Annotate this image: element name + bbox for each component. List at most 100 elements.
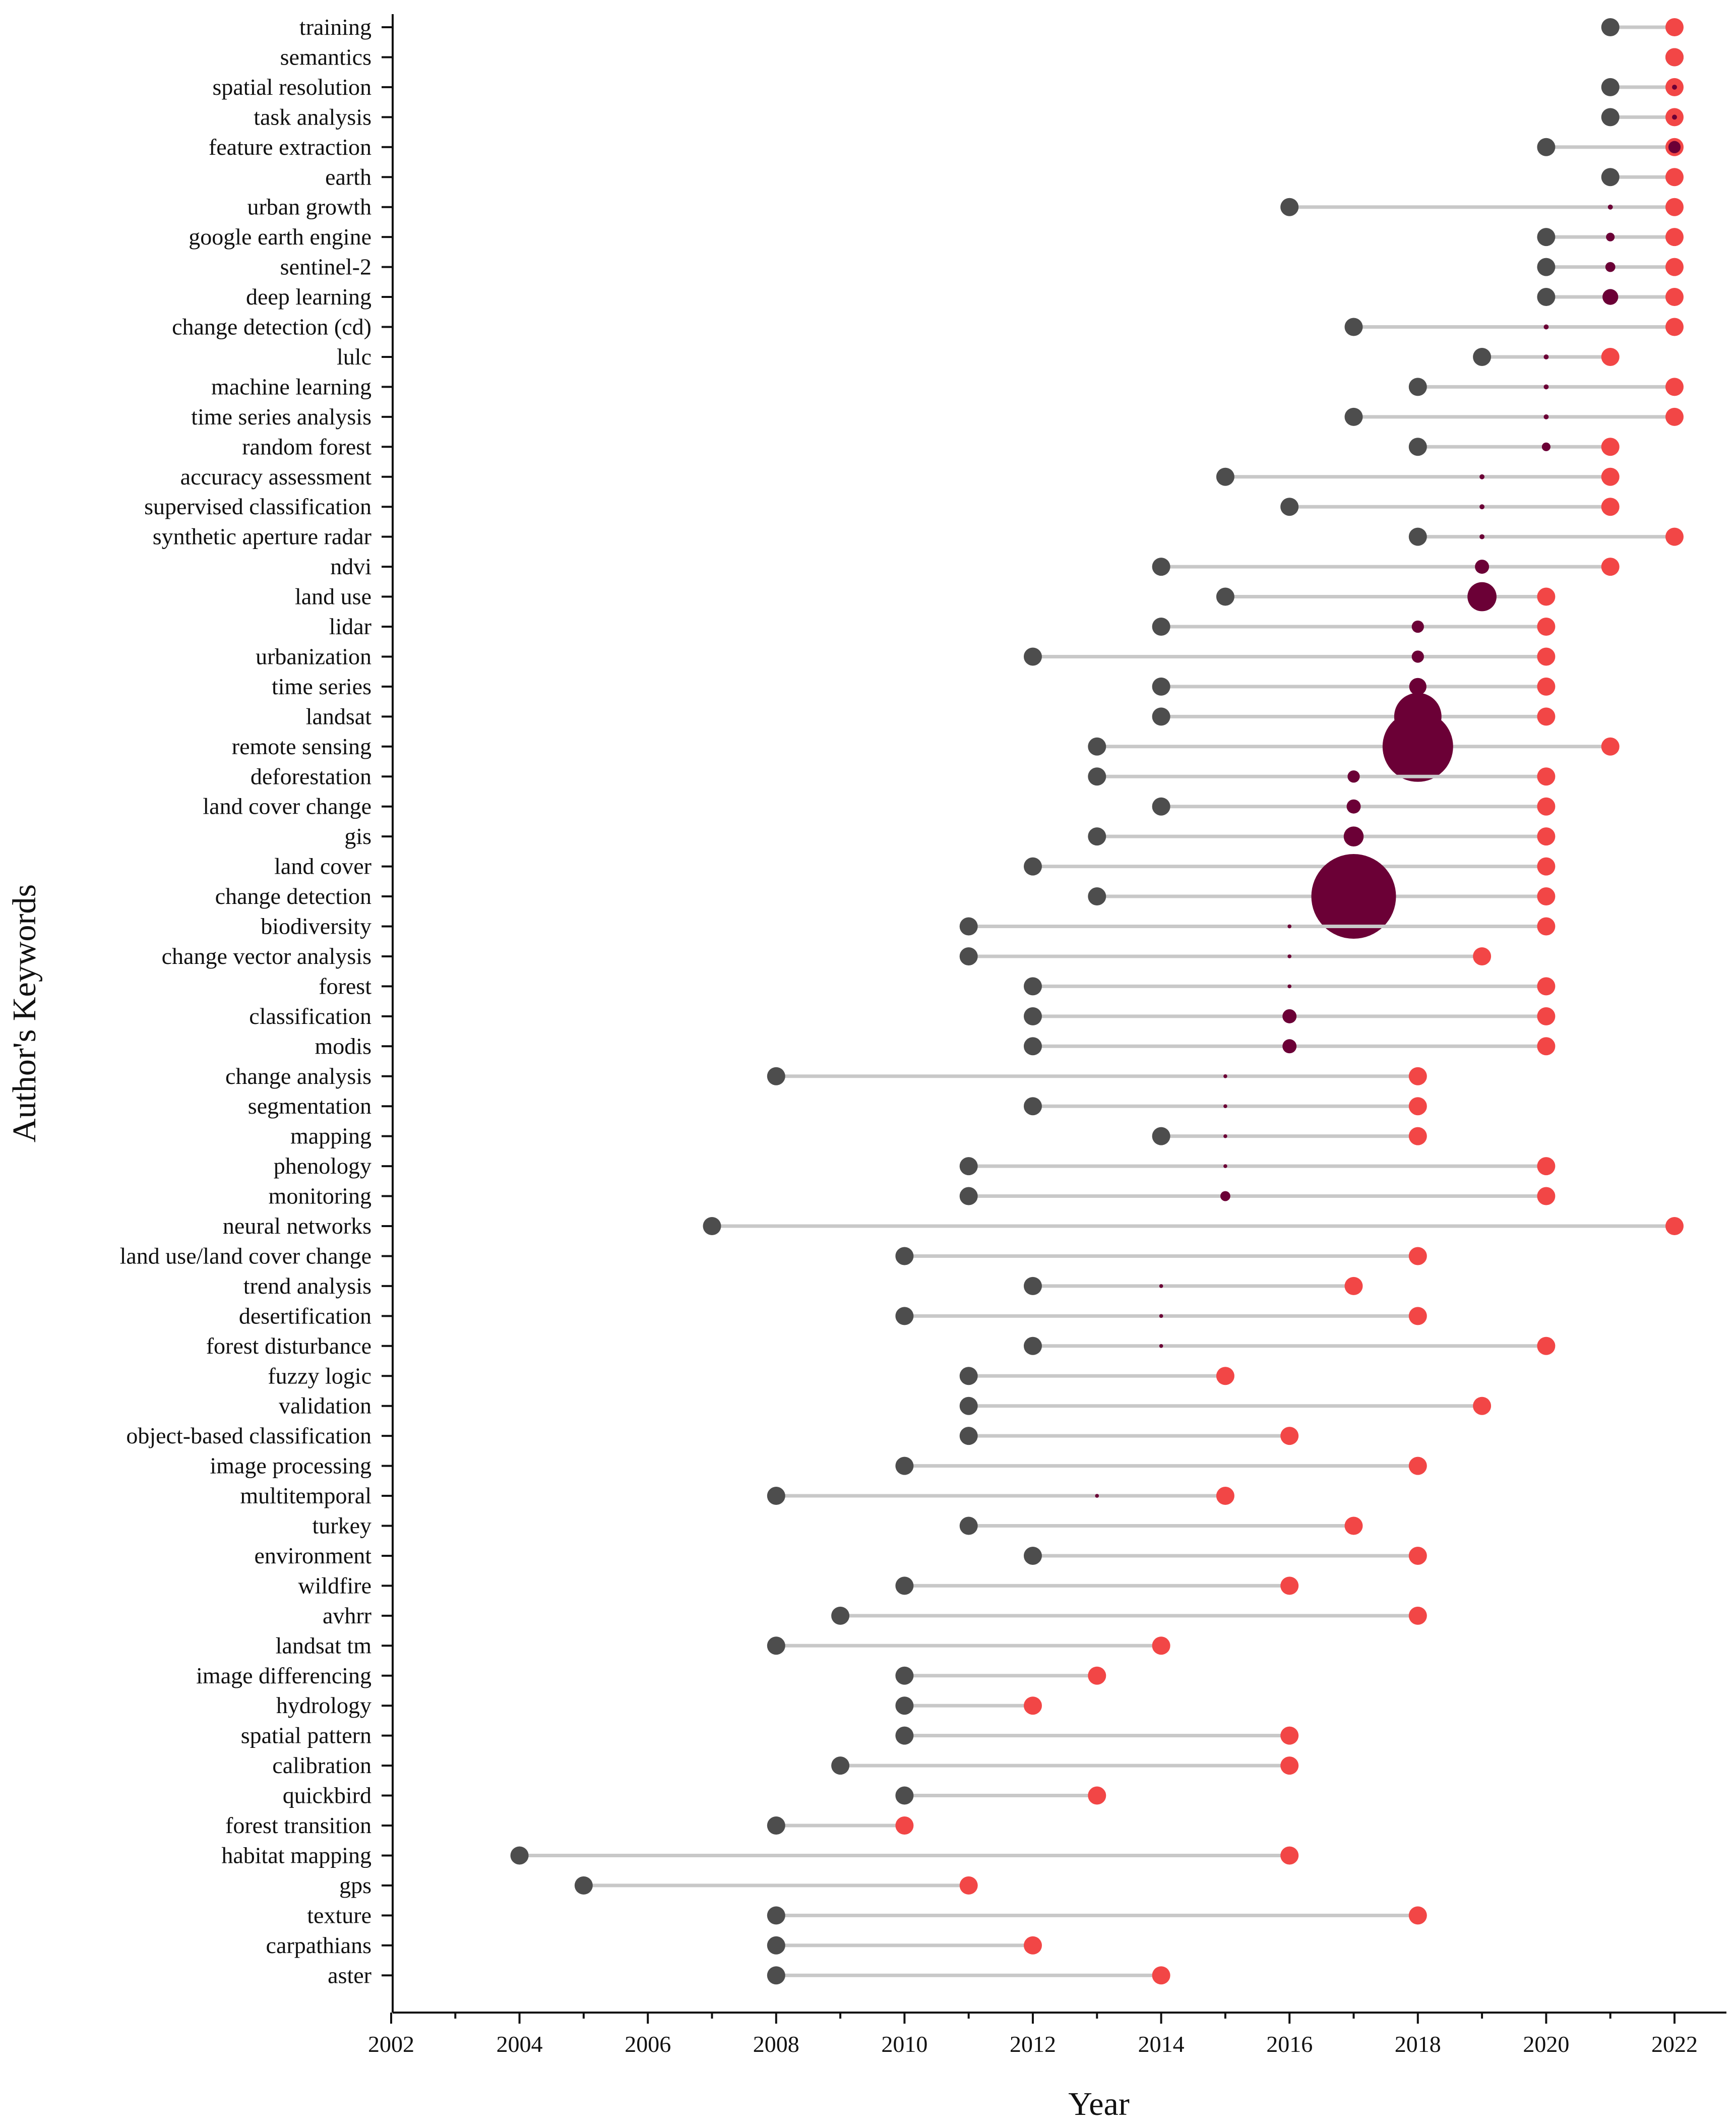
end-year-point [1665,288,1684,307]
end-year-point [1280,1427,1299,1445]
end-year-point [1601,498,1620,516]
median-frequency-bubble [1479,504,1485,510]
keyword-label: random forest [242,434,371,459]
start-year-point [1344,407,1363,426]
start-year-point [1152,1127,1170,1145]
end-year-point [1537,707,1556,726]
start-year-point [959,947,978,965]
x-tick-label: 2004 [497,2031,543,2057]
median-frequency-bubble [1543,354,1549,359]
keyword-label: machine learning [211,374,371,399]
start-year-point [1601,18,1620,36]
end-year-point [1537,857,1556,876]
median-frequency-bubble [1343,826,1364,846]
start-year-point [1024,1097,1042,1116]
start-year-point [1024,647,1042,666]
keyword-label: avhrr [323,1603,371,1628]
median-frequency-bubble [1606,232,1615,241]
start-year-point [1024,857,1042,876]
start-year-point [959,1516,978,1535]
start-year-point [1344,318,1363,336]
keyword-label: turkey [312,1513,371,1539]
keyword-label: segmentation [248,1093,371,1119]
median-frequency-bubble [1605,262,1616,272]
keyword-label: carpathians [266,1932,371,1958]
end-year-point [1601,737,1620,756]
end-year-point [1408,1247,1427,1265]
median-frequency-bubble [1475,560,1490,574]
end-year-point [1088,1786,1106,1805]
start-year-point [1024,1007,1042,1025]
median-frequency-bubble [1223,1104,1227,1109]
keyword-label: deforestation [251,763,371,789]
median-frequency-bubble [1287,984,1292,989]
median-frequency-bubble [1672,114,1677,120]
end-year-point [1152,1636,1170,1655]
start-year-point [1152,618,1170,636]
keyword-label: ndvi [330,554,371,579]
median-frequency-bubble [1479,474,1485,479]
keyword-label: biodiversity [261,914,371,939]
x-tick-label: 2022 [1651,2031,1698,2057]
keyword-label: land cover change [203,794,371,819]
keyword-label: desertification [239,1303,371,1328]
end-year-point [1601,467,1620,486]
start-year-point [1473,347,1492,366]
end-year-point [959,1876,978,1895]
median-frequency-bubble [1287,924,1292,929]
median-frequency-bubble [1668,141,1681,153]
start-year-point [959,1367,978,1385]
keyword-label: fuzzy logic [268,1363,371,1388]
end-year-point [1601,438,1620,456]
start-year-point [510,1846,529,1865]
keyword-label: calibration [272,1752,371,1778]
end-year-point [1665,168,1684,187]
median-frequency-bubble [1409,678,1427,696]
median-frequency-bubble [1602,289,1619,305]
start-year-point [767,1906,785,1925]
end-year-point [1601,347,1620,366]
keyword-label: habitat mapping [221,1842,371,1868]
keyword-label: trend analysis [243,1273,371,1299]
start-year-point [1280,198,1299,216]
start-year-point [959,1157,978,1176]
x-tick-label: 2016 [1266,2031,1313,2057]
start-year-point [1088,887,1106,906]
end-year-point [1344,1277,1363,1295]
start-year-point [895,1726,914,1745]
start-year-point [1152,677,1170,696]
start-year-point [1088,827,1106,846]
keyword-label: change detection (cd) [172,314,371,340]
start-year-point [1024,1336,1042,1355]
start-year-point [767,1816,785,1835]
end-year-point [895,1816,914,1835]
start-year-point [959,1396,978,1415]
keyword-label: land use/land cover change [120,1243,371,1268]
end-year-point [1537,887,1556,906]
end-year-point [1280,1726,1299,1745]
median-frequency-bubble [1095,1494,1099,1498]
start-year-point [895,1786,914,1805]
end-year-point [1537,1037,1556,1056]
start-year-point [1024,1277,1042,1295]
end-year-point [1280,1576,1299,1595]
end-year-point [1665,318,1684,336]
start-year-point [1408,438,1427,456]
start-year-point [767,1966,785,1985]
start-year-point [895,1576,914,1595]
end-year-point [1665,1217,1684,1235]
keyword-label: image differencing [196,1663,371,1688]
keyword-label: semantics [280,44,371,70]
y-axis-title: Author's Keywords [6,884,43,1142]
x-tick-label: 2008 [753,2031,799,2057]
end-year-point [1408,1906,1427,1925]
start-year-point [1280,498,1299,516]
keyword-label: phenology [274,1153,371,1179]
median-frequency-bubble [1287,954,1292,958]
median-frequency-bubble [1282,1009,1297,1023]
start-year-point [1088,737,1106,756]
keyword-label: landsat tm [276,1632,372,1658]
start-year-point [1024,977,1042,996]
median-frequency-bubble [1541,442,1551,451]
